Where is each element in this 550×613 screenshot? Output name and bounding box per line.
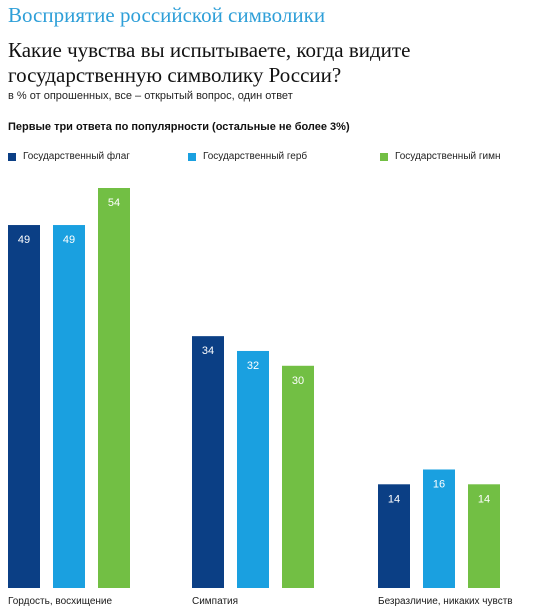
legend-item-flag: Государственный флаг	[8, 151, 130, 162]
category-label-1: Гордость, восхищение	[8, 596, 113, 607]
data-label-anthem-2: 30	[292, 375, 304, 387]
data-label-coat-1: 49	[63, 234, 75, 246]
bar-flag-2	[192, 336, 224, 588]
data-label-coat-2: 32	[247, 360, 259, 372]
page-title: Восприятие российской символики	[8, 3, 326, 27]
bar-coat-1	[53, 225, 85, 588]
bar-flag-1	[8, 225, 40, 588]
data-label-anthem-1: 54	[108, 197, 120, 209]
bar-coat-3	[423, 469, 455, 588]
bar-coat-2	[237, 350, 269, 588]
chart-legend: Государственный флаг Государственный гер…	[8, 151, 543, 167]
legend-swatch-anthem	[380, 152, 388, 161]
legend-item-coat: Государственный герб	[188, 151, 307, 162]
legend-label-flag: Государственный флаг	[23, 151, 130, 162]
data-label-flag-3: 14	[388, 493, 400, 505]
data-label-flag-2: 34	[202, 345, 214, 357]
bar-anthem-2	[282, 365, 314, 588]
category-label-2: Симпатия	[192, 596, 238, 607]
data-label-coat-3: 16	[433, 478, 445, 490]
legend-swatch-flag	[8, 152, 16, 161]
bar-anthem-1	[98, 188, 130, 588]
chart-note: Первые три ответа по популярности (остал…	[8, 121, 350, 133]
bar-flag-3	[378, 484, 410, 588]
chart-question: Какие чувства вы испытываете, когда види…	[8, 38, 411, 87]
category-label-3: Безразличие, никаких чувств	[378, 596, 513, 607]
legend-label-anthem: Государственный гимн	[395, 151, 501, 162]
legend-label-coat: Государственный герб	[203, 151, 308, 162]
chart-subtitle: в % от опрошенных, все – открытый вопрос…	[8, 90, 293, 102]
data-label-flag-1: 49	[18, 234, 30, 246]
bar-anthem-3	[468, 484, 500, 588]
legend-swatch-coat	[188, 152, 196, 161]
legend-item-anthem: Государственный гимн	[380, 151, 501, 162]
data-label-anthem-3: 14	[478, 493, 490, 505]
